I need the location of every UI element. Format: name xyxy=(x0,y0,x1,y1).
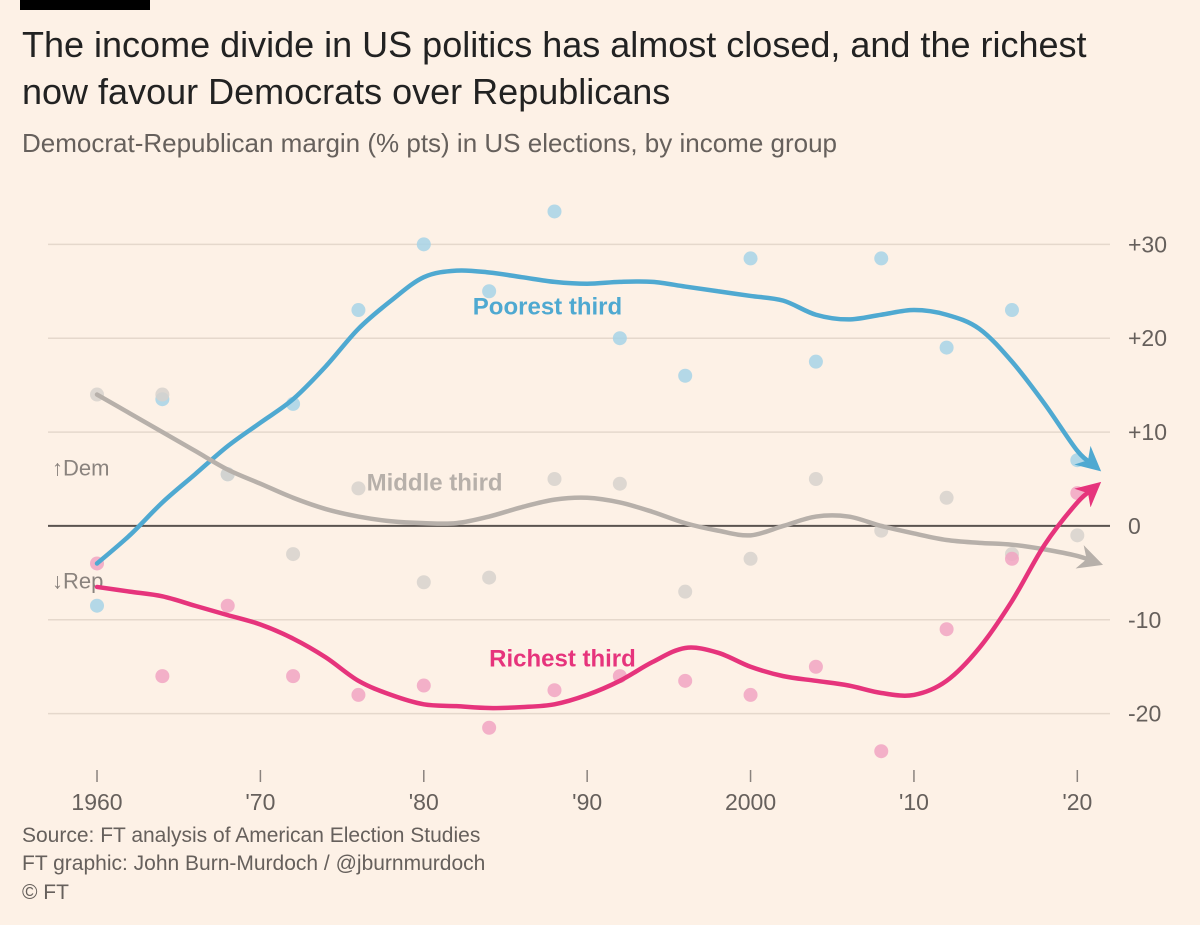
point-middle xyxy=(482,571,496,585)
x-tick-label: '70 xyxy=(245,789,275,815)
x-tick-label: '20 xyxy=(1062,789,1092,815)
point-poorest xyxy=(417,237,431,251)
point-richest xyxy=(940,622,954,636)
y-tick-label: 0 xyxy=(1128,513,1141,539)
chart-subtitle: Democrat-Republican margin (% pts) in US… xyxy=(22,128,837,159)
point-middle xyxy=(809,472,823,486)
point-richest xyxy=(482,721,496,735)
point-poorest xyxy=(809,355,823,369)
series-label-poorest: Poorest third xyxy=(473,294,622,321)
point-middle xyxy=(417,575,431,589)
point-poorest xyxy=(90,599,104,613)
point-middle xyxy=(286,547,300,561)
point-richest xyxy=(351,688,365,702)
point-middle xyxy=(1070,528,1084,542)
footer-copyright: © FT xyxy=(22,879,485,907)
point-middle xyxy=(744,552,758,566)
y-tick-label: +10 xyxy=(1128,419,1167,445)
point-richest xyxy=(155,669,169,683)
point-richest xyxy=(286,669,300,683)
point-middle xyxy=(940,491,954,505)
point-poorest xyxy=(940,341,954,355)
brand-tab xyxy=(20,0,150,10)
point-middle xyxy=(613,477,627,491)
point-middle xyxy=(547,472,561,486)
point-middle xyxy=(351,481,365,495)
axis-annotation-dem: ↑Dem xyxy=(52,456,109,481)
point-richest xyxy=(417,679,431,693)
point-richest xyxy=(874,744,888,758)
point-richest xyxy=(221,599,235,613)
point-poorest xyxy=(744,251,758,265)
point-poorest xyxy=(1005,303,1019,317)
line-richest xyxy=(97,488,1094,708)
point-richest xyxy=(744,688,758,702)
y-tick-label: +20 xyxy=(1128,325,1167,351)
point-poorest xyxy=(874,251,888,265)
series-label-middle: Middle third xyxy=(367,469,503,496)
point-poorest xyxy=(547,204,561,218)
line-middle xyxy=(97,395,1094,562)
point-middle xyxy=(155,388,169,402)
y-tick-label: +30 xyxy=(1128,231,1167,257)
chart-title: The income divide in US politics has alm… xyxy=(22,22,1160,116)
x-tick-label: '10 xyxy=(899,789,929,815)
point-richest xyxy=(1005,552,1019,566)
chart-footer: Source: FT analysis of American Election… xyxy=(22,822,485,907)
footer-source: Source: FT analysis of American Election… xyxy=(22,822,485,850)
point-poorest xyxy=(678,369,692,383)
point-richest xyxy=(809,660,823,674)
point-richest xyxy=(678,674,692,688)
point-middle xyxy=(678,585,692,599)
axis-annotation-rep: ↓Rep xyxy=(52,568,103,593)
x-tick-label: 1960 xyxy=(71,789,122,815)
point-poorest xyxy=(351,303,365,317)
x-tick-label: '80 xyxy=(409,789,439,815)
series-label-richest: Richest third xyxy=(489,646,636,673)
chart-container: The income divide in US politics has alm… xyxy=(0,0,1200,925)
y-tick-label: -20 xyxy=(1128,701,1161,727)
footer-credit: FT graphic: John Burn-Murdoch / @jburnmu… xyxy=(22,850,485,878)
point-richest xyxy=(547,683,561,697)
x-tick-label: 2000 xyxy=(725,789,776,815)
point-poorest xyxy=(613,331,627,345)
y-tick-label: -10 xyxy=(1128,607,1161,633)
x-tick-label: '90 xyxy=(572,789,602,815)
